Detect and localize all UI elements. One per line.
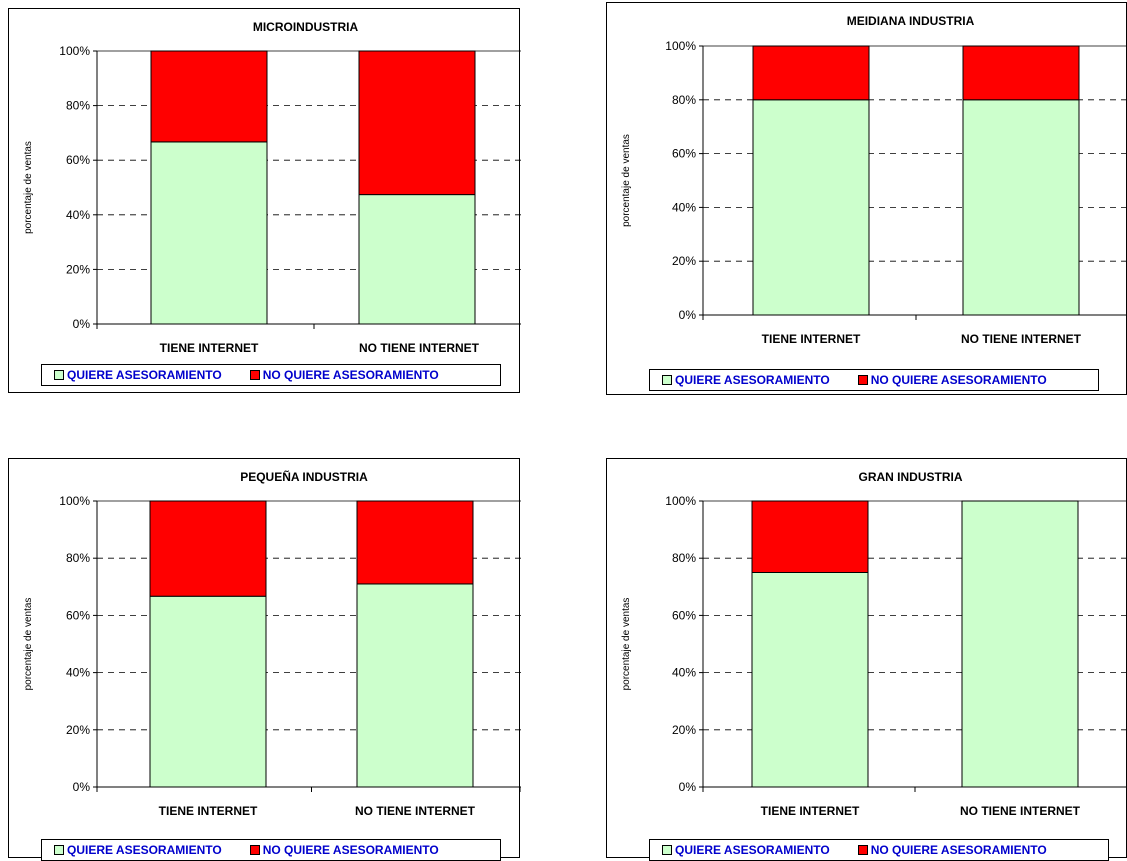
y-tick-label: 0% (73, 317, 91, 331)
chart-title: GRAN INDUSTRIA (859, 470, 963, 484)
y-tick-label: 0% (679, 780, 697, 794)
bar-no-quiere-asesoramiento (752, 45, 870, 101)
legend-label: QUIERE ASESORAMIENTO (67, 368, 222, 382)
bar-quiere-asesoramiento (149, 595, 267, 788)
y-tick-label: 100% (665, 494, 696, 508)
legend: QUIERE ASESORAMIENTO NO QUIERE ASESORAMI… (41, 364, 501, 386)
bar-no-quiere-asesoramiento (150, 50, 268, 143)
legend-swatch-quiere (54, 370, 64, 380)
y-tick-label: 80% (672, 93, 696, 107)
bar-quiere-asesoramiento (961, 500, 1079, 788)
chart-title: MEIDIANA INDUSTRIA (847, 14, 975, 28)
legend-swatch-no-quiere (249, 845, 260, 855)
x-category-label: NO TIENE INTERNET (961, 332, 1082, 346)
legend-item-no-quiere: NO QUIERE ASESORAMIENTO (249, 368, 439, 382)
y-tick-label: 0% (679, 308, 697, 322)
bar-no-quiere-asesoramiento (751, 500, 869, 573)
legend-label: QUIERE ASESORAMIENTO (67, 843, 222, 857)
legend: QUIERE ASESORAMIENTO NO QUIERE ASESORAMI… (649, 369, 1099, 391)
legend-swatch-quiere (54, 845, 64, 855)
x-category-label: NO TIENE INTERNET (960, 804, 1081, 818)
y-tick-label: 40% (66, 666, 90, 680)
x-category-label: TIENE INTERNET (159, 804, 258, 818)
y-axis-label: porcentaje de ventas (621, 134, 632, 227)
y-tick-label: 40% (672, 200, 696, 214)
chart-svg: GRAN INDUSTRIA porcentaje de ventas 0% 20% 4… (621, 470, 1127, 818)
legend-label: NO QUIERE ASESORAMIENTO (262, 368, 439, 382)
y-tick-label: 40% (672, 666, 696, 680)
bar-quiere-asesoramiento (358, 194, 476, 325)
legend-swatch-quiere (662, 375, 672, 385)
legend-swatch-quiere (662, 845, 672, 855)
legend-item-no-quiere: NO QUIERE ASESORAMIENTO (249, 843, 439, 857)
y-tick-label: 100% (665, 39, 696, 53)
legend-item-quiere: QUIERE ASESORAMIENTO (54, 843, 222, 857)
y-axis-label: porcentaje de ventas (621, 598, 632, 691)
y-tick-label: 60% (672, 608, 696, 622)
y-tick-label: 20% (66, 262, 90, 276)
bar-quiere-asesoramiento (962, 99, 1080, 316)
legend-item-quiere: QUIERE ASESORAMIENTO (662, 843, 830, 857)
chart-panel-mediana-industria: MEIDIANA INDUSTRIA porcentaje de ventas 0%… (606, 2, 1127, 395)
y-tick-label: 80% (66, 99, 90, 113)
y-tick-label: 40% (66, 208, 90, 222)
y-tick-label: 20% (672, 723, 696, 737)
legend-label: NO QUIERE ASESORAMIENTO (870, 373, 1047, 387)
legend-item-no-quiere: NO QUIERE ASESORAMIENTO (857, 843, 1047, 857)
x-category-label: NO TIENE INTERNET (355, 804, 476, 818)
bar-quiere-asesoramiento (150, 141, 268, 325)
y-axis-label: porcentaje de ventas (23, 141, 34, 234)
y-tick-label: 80% (672, 551, 696, 565)
x-category-label: NO TIENE INTERNET (359, 341, 480, 355)
bar-quiere-asesoramiento (751, 572, 869, 788)
chart-svg: PEQUEÑA INDUSTRIA porcentaje de ventas 0% 2… (23, 469, 521, 818)
legend-label: NO QUIERE ASESORAMIENTO (262, 843, 439, 857)
y-tick-label: 80% (66, 551, 90, 565)
bar-no-quiere-asesoramiento (149, 500, 267, 597)
chart-svg: MICROINDUSTRIA porcentaje de ventas 0% 20% 4… (23, 20, 521, 355)
legend-label: QUIERE ASESORAMIENTO (675, 373, 830, 387)
bar-quiere-asesoramiento (356, 583, 474, 788)
legend-swatch-no-quiere (249, 370, 260, 380)
y-tick-label: 20% (672, 254, 696, 268)
y-tick-label: 60% (66, 608, 90, 622)
legend-swatch-no-quiere (857, 375, 868, 385)
bar-no-quiere-asesoramiento (358, 50, 476, 196)
y-tick-label: 100% (59, 494, 90, 508)
legend-swatch-no-quiere (857, 845, 868, 855)
legend-item-quiere: QUIERE ASESORAMIENTO (54, 368, 222, 382)
y-tick-label: 100% (59, 44, 90, 58)
y-tick-label: 0% (73, 780, 91, 794)
bar-quiere-asesoramiento (752, 99, 870, 316)
chart-panel-microindustria: MICROINDUSTRIA porcentaje de ventas 0% 20% 4… (8, 8, 521, 393)
bar-no-quiere-asesoramiento (962, 45, 1080, 101)
legend: QUIERE ASESORAMIENTO NO QUIERE ASESORAMI… (41, 839, 501, 861)
y-axis-label: porcentaje de ventas (23, 598, 34, 691)
bar-no-quiere-asesoramiento (356, 500, 474, 585)
chart-svg: MEIDIANA INDUSTRIA porcentaje de ventas 0%… (621, 14, 1127, 346)
chart-title: MICROINDUSTRIA (253, 20, 359, 34)
legend-label: QUIERE ASESORAMIENTO (675, 843, 830, 857)
y-tick-label: 60% (66, 153, 90, 167)
y-tick-label: 60% (672, 147, 696, 161)
x-category-label: TIENE INTERNET (762, 332, 861, 346)
x-category-label: TIENE INTERNET (160, 341, 259, 355)
legend: QUIERE ASESORAMIENTO NO QUIERE ASESORAMI… (649, 839, 1109, 861)
chart-title: PEQUEÑA INDUSTRIA (240, 469, 368, 484)
y-tick-label: 20% (66, 723, 90, 737)
legend-item-quiere: QUIERE ASESORAMIENTO (662, 373, 830, 387)
chart-panel-pequena-industria: PEQUEÑA INDUSTRIA porcentaje de ventas 0% 2… (8, 458, 521, 861)
x-category-label: TIENE INTERNET (761, 804, 860, 818)
chart-panel-gran-industria: GRAN INDUSTRIA porcentaje de ventas 0% 20% 4… (606, 458, 1127, 861)
legend-item-no-quiere: NO QUIERE ASESORAMIENTO (857, 373, 1047, 387)
legend-label: NO QUIERE ASESORAMIENTO (870, 843, 1047, 857)
